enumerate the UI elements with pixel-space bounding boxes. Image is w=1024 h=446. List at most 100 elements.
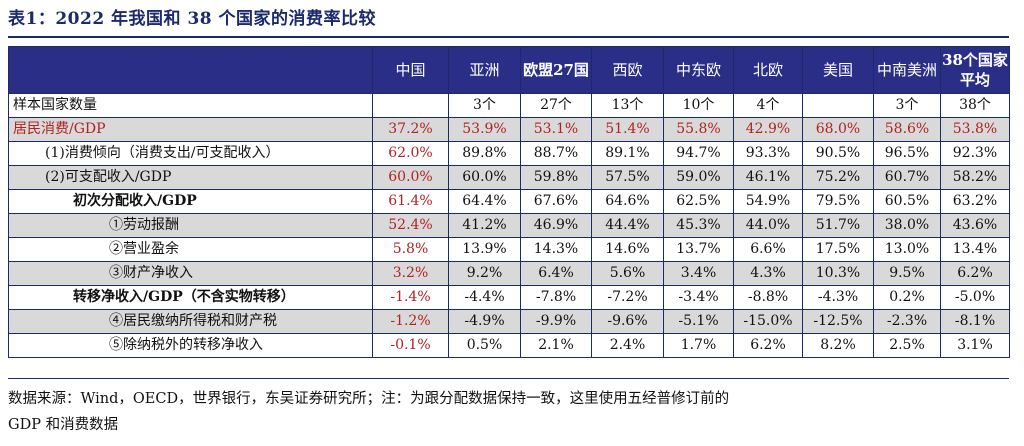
table-cell: 14.6% (591, 237, 664, 262)
source-rule (8, 378, 1009, 379)
table-cell: -9.6% (591, 309, 664, 334)
table-cell: 10.3% (802, 261, 874, 286)
header-cell-38-average: 38个国家平均 (940, 46, 1010, 94)
table-cell: 3个 (873, 93, 941, 118)
table-cell: 0.2% (873, 285, 941, 310)
row-label: 样本国家数量 (8, 93, 373, 118)
header-cell-asia: 亚洲 (448, 46, 521, 94)
table-cell: 27个 (520, 93, 592, 118)
header-cell-northern-europe: 北欧 (733, 46, 803, 94)
table-cell: 52.4% (372, 213, 449, 238)
table-cell: 1.7% (663, 333, 734, 358)
table-cell: -1.4% (372, 285, 449, 310)
header-cell-china: 中国 (372, 46, 449, 94)
table-cell: 43.6% (940, 213, 1010, 238)
table-cell: 59.8% (520, 165, 592, 190)
header-cell-latin-america: 中南美洲 (873, 46, 941, 94)
table-cell (802, 93, 874, 118)
table-cell: 58.6% (873, 117, 941, 142)
table-row: ②营业盈余 5.8% 13.9% 14.3% 14.6% 13.7% 6.6% 17.5% 13… (8, 237, 1010, 262)
table-cell: 64.4% (448, 189, 521, 214)
table-cell: -8.8% (733, 285, 803, 310)
table-cell: 64.6% (591, 189, 664, 214)
table-cell: 51.7% (802, 213, 874, 238)
table-cell: 17.5% (802, 237, 874, 262)
row-label: 转移净收入/GDP（不含实物转移） (8, 285, 373, 310)
table-cell: 44.0% (733, 213, 803, 238)
table-cell: 54.9% (733, 189, 803, 214)
table-cell: 53.9% (448, 117, 521, 142)
table-cell: -0.1% (372, 333, 449, 358)
table-cell: -5.0% (940, 285, 1010, 310)
table-cell: 37.2% (372, 117, 449, 142)
source-line: 数据来源：Wind，OECD，世界银行，东吴证券研究所；注：为跟分配数据保持一致… (8, 391, 730, 407)
table-cell: 10个 (663, 93, 734, 118)
table-row: (2)可支配收入/GDP 60.0% 60.0% 59.8% 57.5% 59.0% 46.… (8, 165, 1010, 190)
table-cell: 93.3% (733, 141, 803, 166)
table-cell: 60.0% (448, 165, 521, 190)
table-cell: 75.2% (802, 165, 874, 190)
header-cell-usa: 美国 (802, 46, 874, 94)
table-cell: 3个 (448, 93, 521, 118)
table-row: ⑤除纳税外的转移净收入 -0.1% 0.5% 2.1% 2.4% 1.7% 6.2% 8.2%… (8, 333, 1010, 358)
table-cell: 46.9% (520, 213, 592, 238)
table-cell: 4.3% (733, 261, 803, 286)
table-row: 居民消费/GDP 37.2% 53.9% 53.1% 51.4% 55.8% 42.9% 68… (8, 117, 1010, 142)
table-row: ④居民缴纳所得税和财产税 -1.2% -4.9% -9.9% -9.6% -5.1% -15… (8, 309, 1010, 334)
table-cell: 38.0% (873, 213, 941, 238)
table-cell: 2.4% (591, 333, 664, 358)
table-cell: -5.1% (663, 309, 734, 334)
table-cell: 45.3% (663, 213, 734, 238)
table-cell: 57.5% (591, 165, 664, 190)
table-cell: 59.0% (663, 165, 734, 190)
table-cell: 89.1% (591, 141, 664, 166)
table-cell: -1.2% (372, 309, 449, 334)
table-cell: 5.6% (591, 261, 664, 286)
table-cell: 96.5% (873, 141, 941, 166)
table-cell: -9.9% (520, 309, 592, 334)
table-cell: 6.6% (733, 237, 803, 262)
row-label: ⑤除纳税外的转移净收入 (8, 333, 373, 358)
table-cell: 67.6% (520, 189, 592, 214)
table-row: 样本国家数量 3个 27个 13个 10个 4个 3个 38个 (8, 93, 1010, 118)
table-cell: 61.4% (372, 189, 449, 214)
table-title: 表1：2022 年我国和 38 个国家的消费率比较 (8, 9, 377, 29)
table-cell: 51.4% (591, 117, 664, 142)
table-cell: -4.9% (448, 309, 521, 334)
row-label: ④居民缴纳所得税和财产税 (8, 309, 373, 334)
table-cell: 90.5% (802, 141, 874, 166)
table-cell: -7.2% (591, 285, 664, 310)
table-cell: -3.4% (663, 285, 734, 310)
row-label: (2)可支配收入/GDP (8, 165, 373, 190)
table-cell: 13个 (591, 93, 664, 118)
table-row: ①劳动报酬 52.4% 41.2% 46.9% 44.4% 45.3% 44.0% 51.7%… (8, 213, 1010, 238)
table-cell: 89.8% (448, 141, 521, 166)
table-cell: 3.2% (372, 261, 449, 286)
table-cell: 3.1% (940, 333, 1010, 358)
table-cell: -7.8% (520, 285, 592, 310)
consumption-rate-table: 中国 亚洲 欧盟27国 西欧 中东欧 北欧 美国 中南美洲 38个国家平均 样本… (8, 46, 1010, 358)
table-cell: 2.1% (520, 333, 592, 358)
table-cell: 42.9% (733, 117, 803, 142)
table-cell: 5.8% (372, 237, 449, 262)
table-cell: 13.0% (873, 237, 941, 262)
table-cell: 79.5% (802, 189, 874, 214)
row-label: ①劳动报酬 (8, 213, 373, 238)
row-label: ③财产净收入 (8, 261, 373, 286)
table-cell: 60.0% (372, 165, 449, 190)
table-cell: 8.2% (802, 333, 874, 358)
table-cell: 55.8% (663, 117, 734, 142)
table-row: ③财产净收入 3.2% 9.2% 6.4% 5.6% 3.4% 4.3% 10.3% 9.5% 6… (8, 261, 1010, 286)
table-cell: 44.4% (591, 213, 664, 238)
table-cell: 6.2% (733, 333, 803, 358)
table-cell: 9.5% (873, 261, 941, 286)
table-row: 初次分配收入/GDP 61.4% 64.4% 67.6% 64.6% 62.5% 54.9%… (8, 189, 1010, 214)
header-cell-western-europe: 西欧 (591, 46, 664, 94)
table-cell: 38个 (940, 93, 1010, 118)
table-cell: -4.3% (802, 285, 874, 310)
table-cell: 3.4% (663, 261, 734, 286)
table-cell: -8.1% (940, 309, 1010, 334)
table-cell: 9.2% (448, 261, 521, 286)
table-cell: 13.9% (448, 237, 521, 262)
table-cell: 60.7% (873, 165, 941, 190)
